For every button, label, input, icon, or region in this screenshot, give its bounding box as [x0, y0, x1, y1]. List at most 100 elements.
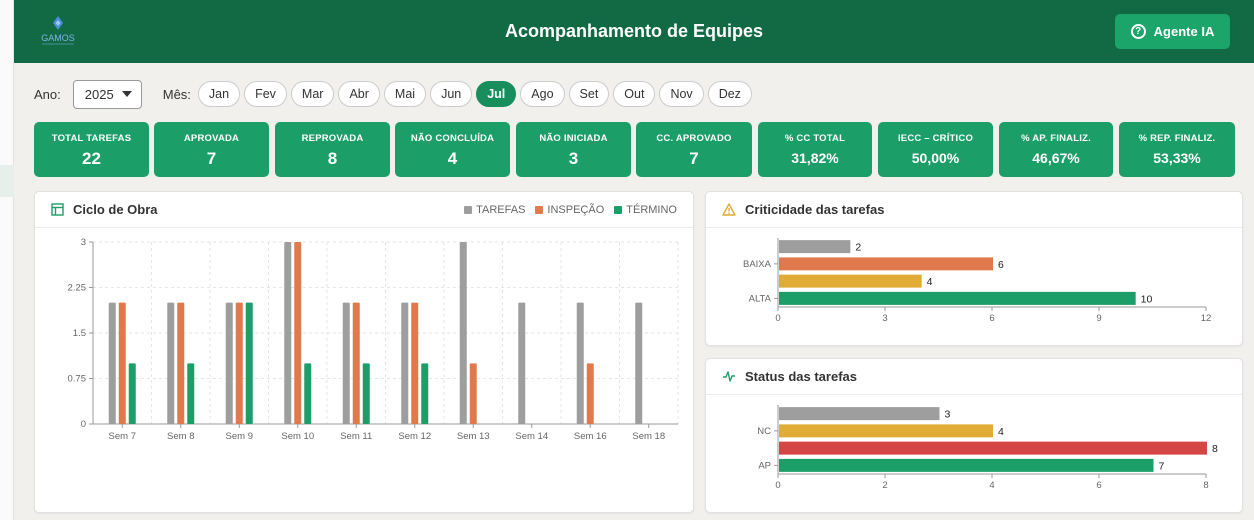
x-tick-label: 2 — [882, 480, 887, 491]
bar-tarefas[interactable] — [284, 242, 292, 424]
legend-item[interactable]: TAREFAS — [464, 204, 525, 216]
month-mar[interactable]: Mar — [290, 81, 335, 107]
x-tick-label: Sem 11 — [340, 431, 372, 442]
left-sidebar-strip — [0, 0, 14, 520]
bar[interactable] — [779, 274, 922, 288]
bar-término[interactable] — [362, 363, 370, 424]
legend-item[interactable]: TÉRMINO — [614, 204, 677, 216]
bar-inspeção[interactable] — [352, 302, 360, 424]
month-out[interactable]: Out — [613, 81, 656, 107]
bar[interactable] — [779, 291, 1136, 305]
month-dez[interactable]: Dez — [707, 81, 752, 107]
kpi-value: 3 — [568, 149, 579, 168]
month-abr[interactable]: Abr — [338, 81, 380, 107]
kpi-card: CC. APROVADO 7 — [636, 122, 752, 177]
x-tick-label: 6 — [989, 313, 994, 324]
year-select[interactable]: 2025 — [72, 79, 142, 109]
kpi-label: NÃO INICIADA — [539, 133, 608, 144]
bar-tarefas[interactable] — [576, 302, 584, 424]
bar[interactable] — [779, 407, 940, 421]
bar-tarefas[interactable] — [167, 302, 175, 424]
bar-tarefas[interactable] — [635, 302, 643, 424]
x-tick-label: 0 — [775, 313, 780, 324]
month-jan[interactable]: Jan — [197, 81, 241, 107]
bar-inspeção[interactable] — [118, 302, 126, 424]
month-fev[interactable]: Fev — [244, 81, 287, 107]
bar[interactable] — [779, 257, 993, 271]
kpi-label: CC. APROVADO — [656, 133, 732, 144]
bar[interactable] — [779, 240, 851, 254]
month-ago[interactable]: Ago — [520, 81, 565, 107]
bar-tarefas[interactable] — [342, 302, 350, 424]
legend-label: INSPEÇÃO — [547, 204, 605, 216]
table-layout-icon — [51, 203, 64, 216]
legend-item[interactable]: INSPEÇÃO — [535, 204, 604, 216]
bar-término[interactable] — [128, 363, 136, 424]
agent-ia-button[interactable]: ? Agente IA — [1115, 14, 1230, 49]
bar[interactable] — [779, 424, 993, 438]
kpi-label: REPROVADA — [301, 133, 364, 144]
bar-inspeção[interactable] — [469, 363, 477, 424]
status-title: Status das tarefas — [745, 369, 857, 384]
ciclo-obra-chart: 0 0.75 1.5 2.25 3 Sem 7 Sem 8 Sem 9 Sem 10 Sem 11… — [68, 237, 679, 442]
x-tick-label: Sem 7 — [109, 431, 136, 442]
criticidade-chart: 0 3 6 9 12 2 BAIXA 6 4 ALTA 10 — [743, 238, 1211, 324]
x-tick-label: Sem 12 — [398, 431, 431, 442]
bar[interactable] — [779, 458, 1154, 472]
help-circle-icon: ? — [1130, 24, 1146, 39]
kpi-value: 22 — [82, 149, 101, 168]
x-tick-label: 3 — [882, 313, 887, 324]
kpi-value: 53,33% — [1153, 150, 1201, 166]
top-header: GAMOS Acompanhamento de Equipes ? Agente… — [14, 0, 1254, 63]
bar[interactable] — [779, 441, 1207, 455]
bar-término[interactable] — [304, 363, 312, 424]
bar-tarefas[interactable] — [401, 302, 409, 424]
kpi-value: 50,00% — [911, 150, 960, 166]
status-card: Status das tarefas 0 2 4 6 8 3 NC 4 8 AP 7 — [705, 358, 1243, 513]
kpi-card: % REP. FINALIZ. 53,33% — [1119, 122, 1235, 177]
svg-text:GAMOS: GAMOS — [41, 33, 75, 43]
kpi-value: 4 — [447, 149, 458, 168]
sidebar-active-marker — [0, 165, 14, 197]
activity-pulse-icon — [722, 370, 736, 383]
bar-inspeção[interactable] — [177, 302, 185, 424]
y-tick-label: 0.75 — [68, 374, 87, 385]
ciclo-obra-card: Ciclo de Obra TAREFAS INSPEÇÃO TÉRMINO 0 0.… — [34, 191, 694, 513]
x-tick-label: Sem 10 — [281, 431, 314, 442]
kpi-label: % AP. FINALIZ. — [1021, 133, 1091, 144]
bar-inspeção[interactable] — [586, 363, 594, 424]
kpi-value: 7 — [689, 149, 699, 168]
month-jul[interactable]: Jul — [476, 81, 517, 107]
bar-value-label: 4 — [998, 426, 1004, 438]
bar-inspeção[interactable] — [411, 302, 419, 424]
bar-value-label: 8 — [1212, 443, 1218, 455]
status-header: Status das tarefas — [706, 359, 1242, 395]
bar-término[interactable] — [421, 363, 429, 424]
month-set[interactable]: Set — [568, 81, 610, 107]
kpi-card: APROVADA 7 — [154, 122, 269, 177]
month-mai[interactable]: Mai — [383, 81, 427, 107]
month-jun[interactable]: Jun — [430, 81, 473, 107]
year-label: Ano: — [34, 86, 61, 102]
criticidade-card: Criticidade das tarefas 0 3 6 9 12 2 BAIXA 6 4 AL… — [705, 191, 1243, 346]
bar-término[interactable] — [187, 363, 195, 424]
x-tick-label: Sem 16 — [574, 431, 607, 442]
bar-tarefas[interactable] — [459, 242, 467, 424]
month-nov[interactable]: Nov — [659, 81, 704, 107]
bar-tarefas[interactable] — [108, 302, 116, 424]
x-tick-label: 6 — [1096, 480, 1101, 491]
bar-tarefas[interactable] — [225, 302, 233, 424]
kpi-card: IECC – CRÍTICO 50,00% — [878, 122, 993, 177]
bar-tarefas[interactable] — [518, 302, 526, 424]
month-label: Mês: — [162, 86, 191, 102]
x-tick-label: Sem 18 — [632, 431, 665, 442]
filter-bar: Ano: 2025 Mês: Jan Fev Mar Abr Mai Jun Jul Ago S… — [34, 79, 752, 109]
bar-inspeção[interactable] — [294, 242, 302, 424]
legend-label: TAREFAS — [476, 204, 526, 216]
kpi-label: TOTAL TAREFAS — [51, 133, 132, 144]
legend-label: TÉRMINO — [626, 204, 677, 216]
bar-término[interactable] — [245, 302, 253, 424]
y-tick-label: NC — [757, 426, 771, 437]
bar-inspeção[interactable] — [235, 302, 243, 424]
kpi-label: % REP. FINALIZ. — [1138, 133, 1216, 144]
